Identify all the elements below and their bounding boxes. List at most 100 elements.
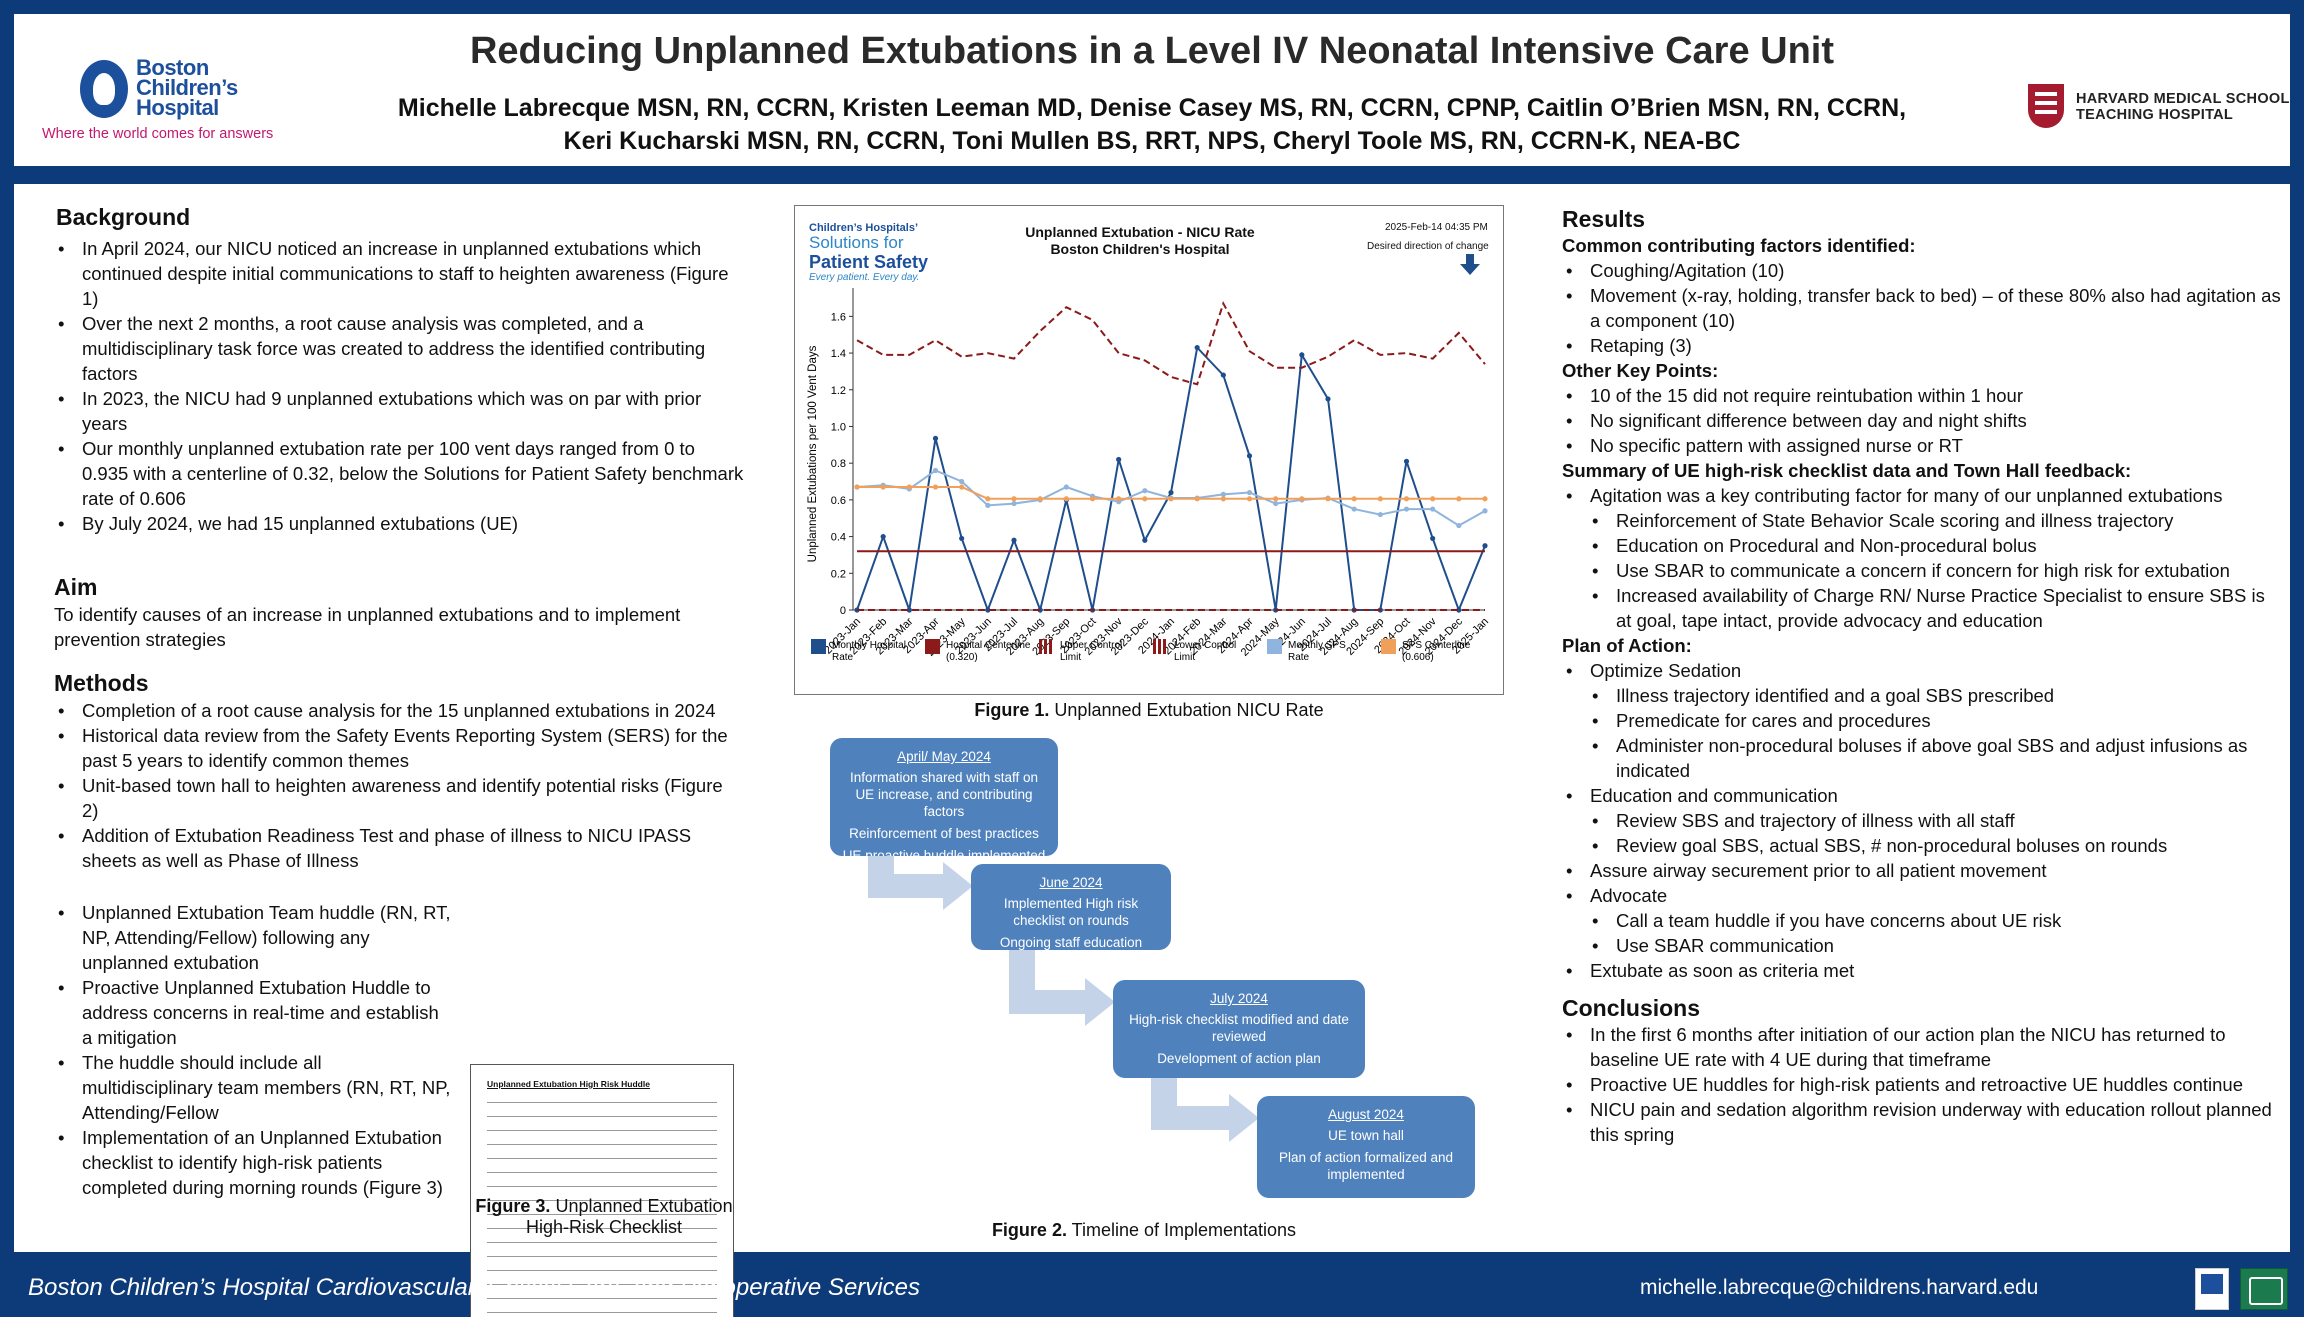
legend-swatch [1163,639,1166,654]
aim-heading: Aim [54,574,98,600]
sps-logo-line3: Patient Safety [809,252,929,272]
chart-timestamp: 2025-Feb-14 04:35 PM [1385,222,1488,233]
plan-item: Advocate [1562,883,2282,908]
data-point [985,607,991,613]
chart-title-line1: Unplanned Extubation - NICU Rate [1025,224,1255,240]
legend-label: SPS Centerline [1402,640,1471,651]
timeline-item: Plan of action formalized and implemente… [1278,1150,1454,1182]
data-point [880,484,886,490]
data-point [1220,491,1226,497]
results-subitem: Reinforcement of State Behavior Scale sc… [1562,508,2282,533]
legend-label: Limit [1174,652,1195,663]
chart-title: Unplanned Extubation - NICU Rate Boston … [1015,224,1265,258]
body-panel: Background In April 2024, our NICU notic… [14,184,2290,1317]
background-item: Over the next 2 months, a root cause ana… [54,311,744,386]
data-point [1246,496,1253,502]
footer-magnet-logo-icon [2240,1268,2288,1310]
authors-line2: Keri Kucharski MSN, RN, CCRN, Toni Mulle… [563,127,1741,155]
poster-title: Reducing Unplanned Extubations in a Leve… [469,30,1835,72]
plan-subitem: Review SBS and trajectory of illness wit… [1562,808,2282,833]
timeline-item: Development of action plan [1157,1051,1321,1066]
series-line-2 [856,300,1486,386]
results-heading: Results [1562,206,1646,232]
data-point [1089,496,1096,502]
conclusions-heading: Conclusions [1562,995,1701,1021]
data-point [1456,496,1462,502]
data-point [1430,496,1436,502]
data-point [1430,535,1436,542]
timeline-date: April/ May 2024 [897,749,991,764]
data-point [1037,496,1043,502]
harvard-logo-line1: HARVARD MEDICAL SCHOOL [2076,91,2290,107]
y-tick-label: 0.2 [831,568,846,580]
legend-swatch [811,639,826,654]
data-point [1456,607,1462,613]
methods-heading: Methods [54,670,149,696]
figure3-caption-text: Unplanned Extubation [550,1196,733,1216]
data-point [959,535,965,542]
data-point [1037,607,1043,613]
legend-swatch [1039,639,1042,654]
results-item: 10 of the 15 did not require reintubatio… [1562,383,2282,408]
data-point [880,533,886,540]
bch-logo-line2: Children’s [136,75,238,100]
bch-logo-text: Boston Children’s Hospital [136,57,238,119]
conclusions-item: Proactive UE huddles for high-risk patie… [1562,1072,2282,1097]
harvard-logo-text: HARVARD MEDICAL SCHOOL TEACHING HOSPITAL [2076,91,2290,123]
legend-label: (0.320) [946,652,978,663]
data-point [1299,496,1305,502]
sps-logo-line2: Solutions for [809,233,904,252]
y-axis-label: Unplanned Extubations per 100 Vent Days [807,345,819,562]
legend-swatch [1049,639,1052,654]
legend-swatch [1158,639,1161,654]
direction-label: Desired direction of change [1367,241,1489,252]
data-point [1194,344,1200,351]
data-point [1430,506,1436,512]
results-item: Movement (x-ray, holding, transfer back … [1562,283,2282,333]
figure1-caption-text: Unplanned Extubation NICU Rate [1049,700,1324,720]
data-point [1063,496,1069,502]
background-item: In 2023, the NICU had 9 unplanned extuba… [54,386,744,436]
results-s3-list: Agitation was a key contributing factor … [1562,483,2282,633]
methods-item: Completion of a root cause analysis for … [54,698,744,723]
data-point [1325,396,1331,402]
data-point [1482,496,1488,502]
legend-label: Rate [832,652,854,663]
timeline-step: June 2024 Implemented High risk checklist… [971,864,1171,950]
sps-logo-line1: Children’s Hospitals’ [809,222,919,234]
data-point [1168,489,1174,496]
methods-item: Unplanned Extubation Team huddle (RN, RT… [54,900,454,975]
timeline-item: Reinforcement of best practices [849,826,1039,841]
data-point [1325,496,1331,502]
plan-subitem: Call a team huddle if you have concerns … [1562,908,2282,933]
timeline-arrow [868,856,973,910]
legend-label: Limit [1060,652,1081,663]
figure3-caption-line2: High-Risk Checklist [525,1217,683,1237]
results-subitem: Use SBAR to communicate a concern if con… [1562,558,2282,583]
timeline-date: July 2024 [1210,991,1268,1006]
data-point [854,484,860,490]
results-item: Coughing/Agitation (10) [1562,258,2282,283]
data-point [1403,496,1410,502]
results-s2-head: Other Key Points: [1562,360,1719,381]
data-point [1142,537,1148,543]
results-s1-head: Common contributing factors identified: [1562,235,1916,256]
data-point [1220,372,1226,378]
y-tick-label: 1.6 [831,311,846,323]
timeline-arrow [1151,1078,1259,1142]
data-point [906,607,912,613]
methods-item: Unit-based town hall to heighten awarene… [54,773,744,823]
footer: Boston Children’s Hospital Cardiovascula… [0,1262,2304,1317]
footer-logo-icon [2195,1268,2229,1310]
harvard-shield-icon [2028,84,2064,128]
methods-item: Addition of Extubation Readiness Test an… [54,823,744,873]
results-s1-list: Coughing/Agitation (10) Movement (x-ray,… [1562,258,2282,358]
data-point [985,496,991,502]
results-item: Agitation was a key contributing factor … [1562,483,2282,508]
data-point [1220,496,1226,502]
footer-email[interactable]: michelle.labrecque@childrens.harvard.edu [1640,1276,2039,1299]
data-point [1273,500,1279,507]
background-item: In April 2024, our NICU noticed an incre… [54,236,744,311]
legend-swatch [925,639,940,654]
figure3-caption: Figure 3. Unplanned Extubation High-Risk… [454,1196,754,1238]
